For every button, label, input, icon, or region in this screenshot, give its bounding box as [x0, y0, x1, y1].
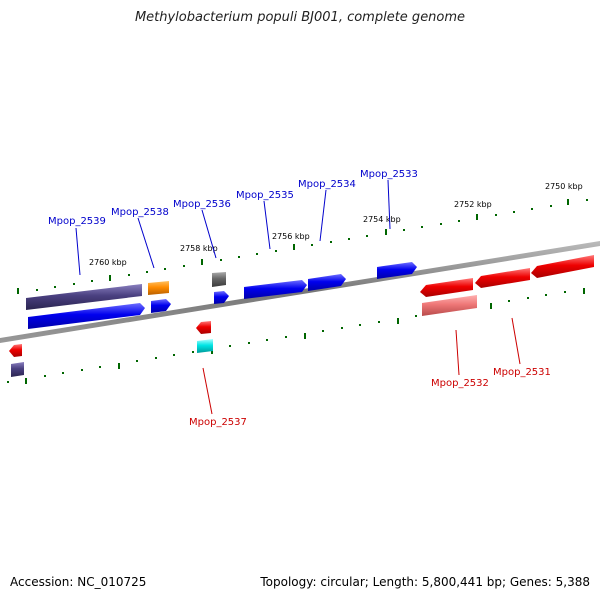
- gene-feature-2538[interactable]: [151, 299, 171, 313]
- map-title: Methylobacterium populi BJ001, complete …: [134, 10, 466, 25]
- gene-label-2537[interactable]: Mpop_2537: [189, 417, 247, 428]
- gene-feature-cyan-2537[interactable]: [197, 339, 213, 353]
- gene-label-2536[interactable]: Mpop_2536: [173, 199, 231, 210]
- gene-label-2534[interactable]: Mpop_2534: [298, 179, 356, 190]
- gene-label-2533[interactable]: Mpop_2533: [360, 169, 418, 180]
- scale-label-2750: 2750 kbp: [545, 182, 583, 191]
- gene-feature-2535[interactable]: [244, 280, 307, 299]
- gene-feature-2534[interactable]: [308, 274, 346, 291]
- gene-feature-2539[interactable]: [28, 303, 145, 329]
- reverse-outer-features: [11, 295, 477, 377]
- gene-feature-2537-red[interactable]: [196, 321, 211, 334]
- scale-label-2756: 2756 kbp: [272, 232, 310, 241]
- accession-footer: Accession: NC_010725: [10, 575, 147, 589]
- topology-footer: Topology: circular; Length: 5,800,441 bp…: [260, 575, 590, 589]
- reverse-inner-features: [9, 255, 594, 357]
- forward-tick-row: [17, 199, 588, 294]
- gene-feature-2531[interactable]: [475, 268, 530, 288]
- gene-label-2532[interactable]: Mpop_2532: [431, 378, 489, 389]
- gene-feature-left-navy[interactable]: [11, 362, 24, 377]
- scale-label-2752: 2752 kbp: [454, 200, 492, 209]
- gene-label-2539[interactable]: Mpop_2539: [48, 216, 106, 227]
- forward-inner-features: [28, 291, 229, 329]
- gene-feature-gray-2536[interactable]: [212, 272, 226, 287]
- gene-feature-2536[interactable]: [214, 291, 229, 304]
- gene-feature-rrna-2538[interactable]: [148, 281, 169, 295]
- scale-label-2758: 2758 kbp: [180, 244, 218, 253]
- gene-feature-2533[interactable]: [377, 262, 417, 279]
- forward-outer-features: [26, 262, 417, 310]
- gene-feature-2532[interactable]: [420, 278, 473, 297]
- gene-feature-left-red[interactable]: [9, 344, 22, 357]
- gene-feature-pseudo-2539[interactable]: [26, 284, 142, 310]
- gene-feature-2530-red[interactable]: [531, 255, 594, 278]
- gene-label-2538[interactable]: Mpop_2538: [111, 207, 169, 218]
- scale-label-2754: 2754 kbp: [363, 215, 401, 224]
- gene-label-2535[interactable]: Mpop_2535: [236, 190, 294, 201]
- gene-label-2531[interactable]: Mpop_2531: [493, 367, 551, 378]
- reverse-callout-lines: [202, 317, 521, 415]
- forward-callout-lines: [75, 179, 391, 276]
- scale-label-2760: 2760 kbp: [89, 258, 127, 267]
- gene-feature-pink-2532[interactable]: [422, 295, 477, 316]
